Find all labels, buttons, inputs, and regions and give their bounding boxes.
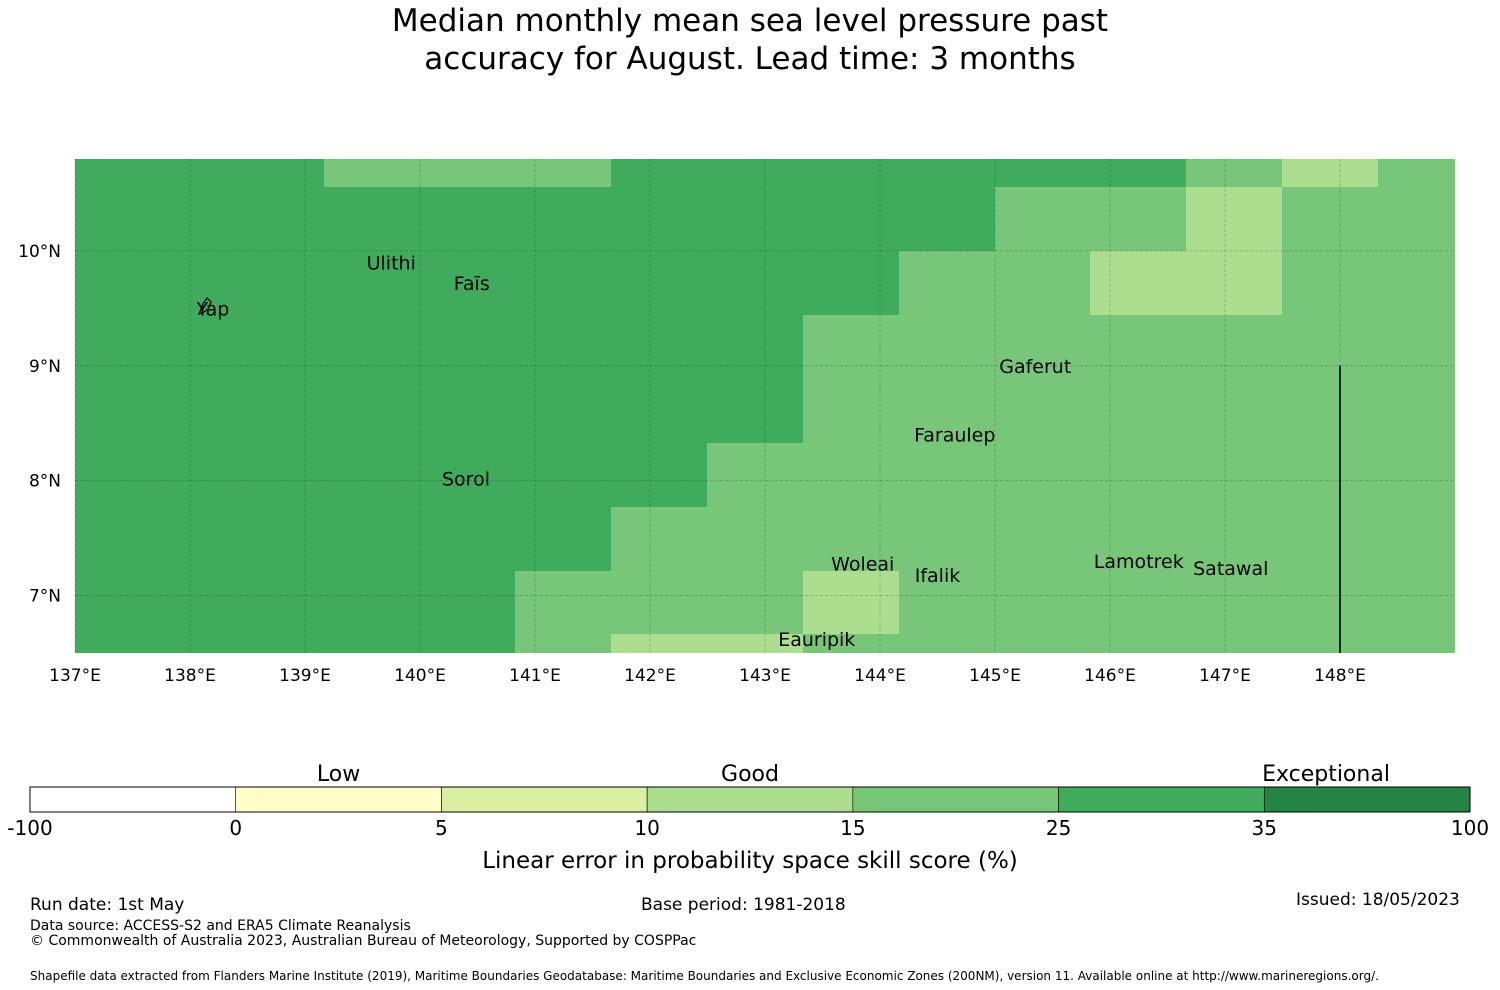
colorbar-bin xyxy=(646,786,854,813)
colorbar-category-good: Good xyxy=(721,762,779,787)
skill-region-15-25-ne-b xyxy=(1378,159,1455,187)
place-label-ulithi: Ulithi xyxy=(367,252,416,274)
place-label-lamotrek: Lamotrek xyxy=(1094,551,1184,573)
map-title: Median monthly mean sea level pressure p… xyxy=(0,2,1500,78)
title-line-1: Median monthly mean sea level pressure p… xyxy=(391,3,1109,39)
lon-tick-label: 141°E xyxy=(509,666,561,686)
colorbar-tick-label: 35 xyxy=(1252,816,1277,840)
place-label-faraulep: Faraulep xyxy=(914,425,995,447)
shapefile-credit: Shapefile data extracted from Flanders M… xyxy=(30,969,1379,983)
lon-tick-label: 146°E xyxy=(1084,666,1136,686)
skill-region-10-15-a xyxy=(1282,159,1378,187)
place-label-yap: Yap xyxy=(196,298,230,320)
place-label-fas: Faīs xyxy=(454,273,490,295)
lon-tick-label: 140°E xyxy=(394,666,446,686)
place-label-ifalik: Ifalik xyxy=(915,565,961,587)
place-label-gaferut: Gaferut xyxy=(999,356,1071,378)
colorbar-bin xyxy=(441,786,648,813)
colorbar-bin xyxy=(235,786,442,813)
lon-tick-label: 144°E xyxy=(854,666,906,686)
colorbar-frame xyxy=(29,786,1471,813)
skill-region-10-15-b xyxy=(1090,187,1282,315)
place-label-woleai: Woleai xyxy=(831,553,894,575)
colorbar-tick-label: 25 xyxy=(1046,816,1071,840)
place-label-satawal: Satawal xyxy=(1193,558,1268,580)
skill-region-10-15-d xyxy=(611,634,803,653)
base-period: Base period: 1981-2018 xyxy=(641,895,846,915)
colorbar-tick-label: 10 xyxy=(634,816,659,840)
lon-tick-label: 148°E xyxy=(1314,666,1366,686)
colorbar-category-exceptional: Exceptional xyxy=(1262,762,1390,787)
colorbar-tick-label: 15 xyxy=(840,816,865,840)
lon-tick-label: 138°E xyxy=(164,666,216,686)
lon-tick-label: 142°E xyxy=(624,666,676,686)
lon-tick-label: 143°E xyxy=(739,666,791,686)
axis-tick-labels: 137°E 138°E 139°E 140°E 141°E 142°E 143°E 144°E… xyxy=(18,242,1366,686)
colorbar-category-low: Low xyxy=(317,762,360,787)
yap-island-shape xyxy=(197,297,212,316)
lat-tick-label: 7°N xyxy=(29,587,61,607)
skill-cells xyxy=(75,159,1455,653)
data-source: Data source: ACCESS-S2 and ERA5 Climate … xyxy=(30,918,411,934)
colorbar-tick-label: 0 xyxy=(229,816,242,840)
title-line-2: accuracy for August. Lead time: 3 months xyxy=(424,41,1076,77)
skill-region-15-25-north xyxy=(324,159,611,187)
colorbar-tick-label: -100 xyxy=(7,816,52,840)
issued-date: Issued: 18/05/2023 xyxy=(1296,890,1460,910)
colorbar-tick-label: 5 xyxy=(435,816,448,840)
colorbar-title: Linear error in probability space skill … xyxy=(482,848,1018,874)
lon-tick-label: 137°E xyxy=(49,666,101,686)
skill-region-15-25-ne-a xyxy=(1186,159,1282,187)
place-label-sorol: Sorol xyxy=(442,468,490,490)
lat-tick-label: 8°N xyxy=(29,472,61,492)
colorbar-bin xyxy=(1058,786,1265,813)
lon-tick-label: 147°E xyxy=(1199,666,1251,686)
lon-tick-label: 139°E xyxy=(279,666,331,686)
place-label-eauripik: Eauripik xyxy=(778,629,855,651)
colorbar-bin xyxy=(852,786,1059,813)
colorbar-tick-label: 100 xyxy=(1451,816,1489,840)
colorbar: -100 0 5 10 15 25 35 100 Low Good Exceptional Linea… xyxy=(7,762,1489,874)
colorbar-bin xyxy=(1263,786,1471,813)
place-labels: Ulithi Faīs Yap Gaferut Faraulep Sorol Woleai I… xyxy=(196,252,1269,651)
lat-tick-label: 9°N xyxy=(29,357,61,377)
run-date: Run date: 1st May xyxy=(30,895,185,915)
lat-tick-label: 10°N xyxy=(18,242,61,262)
lon-tick-label: 145°E xyxy=(969,666,1021,686)
colorbar-bin xyxy=(29,786,237,813)
skill-region-10-15-c xyxy=(803,571,899,634)
graticule xyxy=(74,159,1455,653)
copyright: © Commonwealth of Australia 2023, Austra… xyxy=(30,933,697,949)
